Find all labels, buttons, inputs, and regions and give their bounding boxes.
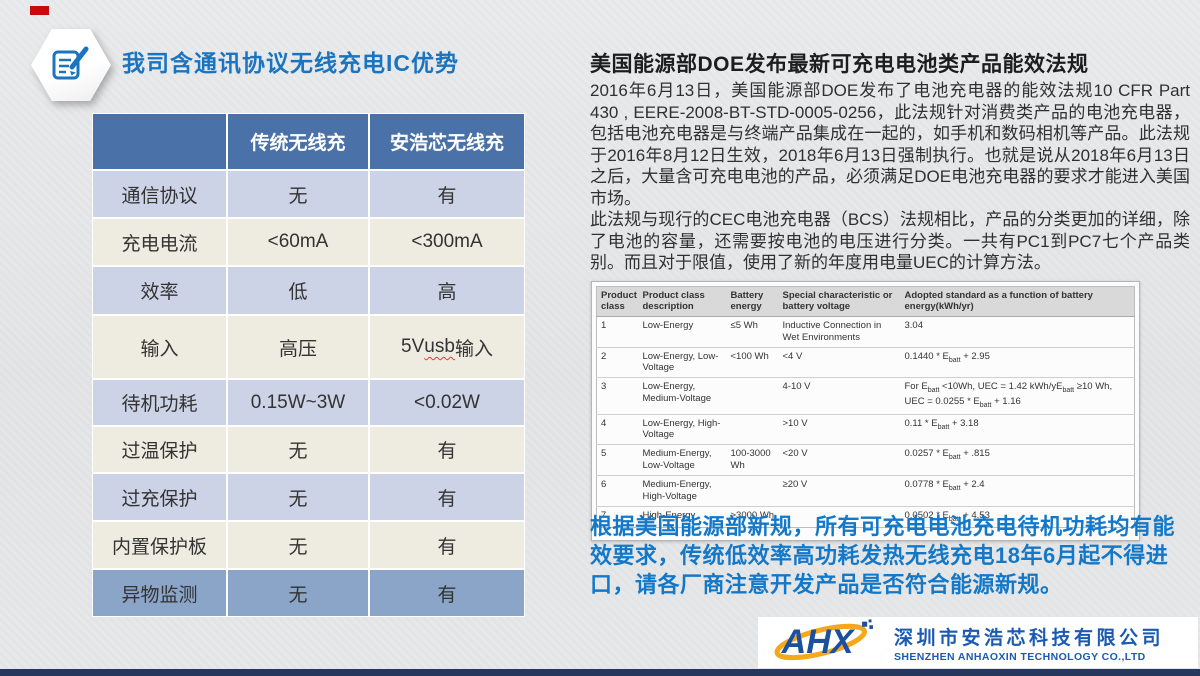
- cmp-row-label: 充电电流: [93, 219, 226, 265]
- cmp-cell-traditional: 高压: [228, 316, 368, 378]
- note-pencil-icon: [49, 41, 93, 90]
- doe-standards-panel: Product class Product class description Ba…: [591, 281, 1140, 542]
- std-cell: ≤5 Wh: [726, 315, 779, 348]
- company-name-block: 深圳市安浩芯科技有限公司 SHENZHEN ANHAOXIN TECHNOLOG…: [894, 623, 1164, 663]
- std-cell: 2: [596, 346, 639, 378]
- cmp-cell-traditional: 无: [228, 522, 368, 568]
- std-cell: Medium-Energy, High-Voltage: [638, 475, 727, 507]
- std-cell: Medium-Energy, Low-Voltage: [638, 444, 727, 476]
- company-logo-box: AHX 深圳市安浩芯科技有限公司 SHENZHEN ANHAOXIN TECHN…: [758, 617, 1198, 668]
- std-cell: >3000 Wh: [726, 505, 779, 528]
- std-cell: 4-10 V: [778, 377, 901, 415]
- cmp-row-label: 过温保护: [93, 427, 226, 472]
- std-table-row: 6 Medium-Energy, High-Voltage ≥20 V 0.0778 …: [596, 475, 1135, 507]
- std-cell: Low-Energy: [638, 315, 727, 348]
- std-cell: 0.0778 * Ebatt + 2.4: [900, 475, 1135, 507]
- ahx-logo-icon: AHX: [770, 618, 886, 668]
- std-cell: 0.1440 * Ebatt + 2.95: [900, 346, 1135, 378]
- import-notice: 根据美国能源部新规，所有可充电电池充电待机功耗均有能效要求，传统低效率高功耗发热…: [590, 514, 1176, 597]
- std-cell: 5: [596, 444, 639, 476]
- std-cell: >10 V: [778, 413, 901, 445]
- std-cell: ≥20 V: [778, 475, 901, 507]
- std-cell: <4 V: [778, 346, 901, 378]
- spellcheck-underline: usb: [424, 336, 455, 357]
- cmp-header-traditional: 传统无线充: [228, 114, 368, 169]
- std-cell: 1: [596, 315, 639, 348]
- std-cell: 6: [596, 475, 639, 507]
- std-cell: 3.04: [900, 315, 1135, 348]
- cmp-row-label: 过充保护: [93, 474, 226, 520]
- cmp-row-label: 异物监测: [93, 570, 226, 616]
- std-table-row: 2 Low-Energy, Low-Voltage <100 Wh <4 V 0.144…: [596, 346, 1135, 378]
- footer-bar: [0, 669, 1200, 676]
- std-col-header: Special characteristic or battery voltag…: [778, 286, 901, 317]
- page-title: 我司含通讯协议无线充电IC优势: [122, 50, 459, 76]
- std-table-row: 4 Low-Energy, High-Voltage >10 V 0.11 * Eba…: [596, 413, 1135, 445]
- std-col-header: Adopted standard as a function of batter…: [900, 286, 1135, 317]
- cmp-cell-anhaoxin: 高: [370, 267, 524, 314]
- std-cell: [778, 505, 901, 528]
- cmp-cell-anhaoxin: 有: [370, 171, 524, 217]
- cmp-row-label: 待机功耗: [93, 380, 226, 425]
- std-cell: 0.0502 * Ebatt + 4.53: [900, 505, 1135, 528]
- company-name-en: SHENZHEN ANHAOXIN TECHNOLOGY CO.,LTD: [894, 650, 1146, 663]
- cmp-header-anhaoxin: 安浩芯无线充: [370, 114, 524, 169]
- std-cell: 4: [596, 413, 639, 445]
- std-table-row: 5 Medium-Energy, Low-Voltage 100-3000 Wh <2…: [596, 444, 1135, 476]
- cmp-row-label: 输入: [93, 316, 226, 378]
- cmp-header-empty: [93, 114, 226, 169]
- cmp-cell-anhaoxin: 5V usb 输入: [370, 316, 524, 378]
- cmp-cell-anhaoxin: 有: [370, 570, 524, 616]
- company-name-cn: 深圳市安浩芯科技有限公司: [894, 627, 1165, 649]
- svg-text:AHX: AHX: [781, 622, 856, 660]
- std-cell: 3: [596, 377, 639, 415]
- cmp-row-label: 内置保护板: [93, 522, 226, 568]
- cmp-cell-traditional: 低: [228, 267, 368, 314]
- std-cell: 0.11 * Ebatt + 3.18: [900, 413, 1135, 445]
- comparison-table: 传统无线充 安浩芯无线充 通信协议无有充电电流 <60mA <300mA 效率低高输入…: [92, 113, 525, 617]
- std-col-header: Battery energy: [726, 286, 779, 317]
- cmp-cell-traditional: 无: [228, 427, 368, 472]
- red-accent-mark: [30, 6, 49, 15]
- cmp-cell-anhaoxin: <300mA: [370, 219, 524, 265]
- article-paragraph-1: 2016年6月13日，美国能源部DOE发布了电池充电器的能效法规10 CFR P…: [590, 81, 1190, 208]
- std-cell: High-Energy: [638, 505, 727, 528]
- std-col-header: Product class description: [638, 286, 727, 317]
- std-cell: <100 Wh: [726, 346, 779, 378]
- std-cell: For Ebatt <10Wh, UEC = 1.42 kWh/yEbatt ≥…: [900, 377, 1135, 415]
- hexagon-badge: [31, 29, 111, 101]
- cmp-cell-traditional: 0.15W~3W: [228, 380, 368, 425]
- doe-standards-table: Product class Product class description Ba…: [596, 286, 1135, 529]
- article-paragraph-2: 此法规与现行的CEC电池充电器（BCS）法规相比，产品的分类更加的详细，除了电池…: [590, 210, 1190, 272]
- cmp-cell-traditional: 无: [228, 171, 368, 217]
- cmp-cell-traditional: <60mA: [228, 219, 368, 265]
- std-cell: Low-Energy, High-Voltage: [638, 413, 727, 445]
- cmp-cell-anhaoxin: 有: [370, 427, 524, 472]
- std-cell: <20 V: [778, 444, 901, 476]
- std-cell: [726, 413, 779, 445]
- std-table-row: 1 Low-Energy ≤5 Wh Inductive Connection in …: [596, 315, 1135, 348]
- std-cell: 7: [596, 505, 639, 528]
- std-cell: 0.0257 * Ebatt + .815: [900, 444, 1135, 476]
- std-cell: [726, 475, 779, 507]
- std-cell: Inductive Connection in Wet Environments: [778, 315, 901, 348]
- std-col-header: Product class: [596, 286, 639, 317]
- std-cell: [726, 377, 779, 415]
- cmp-cell-anhaoxin: 有: [370, 522, 524, 568]
- std-cell: 100-3000 Wh: [726, 444, 779, 476]
- regulation-article: 美国能源部DOE发布最新可充电电池类产品能效法规 2016年6月13日，美国能源…: [590, 48, 1190, 274]
- cmp-cell-traditional: 无: [228, 570, 368, 616]
- cmp-row-label: 效率: [93, 267, 226, 314]
- std-table-row: 3 Low-Energy, Medium-Voltage 4-10 V For Eba…: [596, 377, 1135, 415]
- title-badge: [31, 25, 111, 105]
- cmp-cell-traditional: 无: [228, 474, 368, 520]
- cmp-cell-anhaoxin: <0.02W: [370, 380, 524, 425]
- std-cell: Low-Energy, Medium-Voltage: [638, 377, 727, 415]
- std-cell: Low-Energy, Low-Voltage: [638, 346, 727, 378]
- cmp-cell-anhaoxin: 有: [370, 474, 524, 520]
- std-table-row: 7 High-Energy >3000 Wh 0.0502 * Ebatt + 4.5…: [596, 505, 1135, 528]
- article-heading: 美国能源部DOE发布最新可充电电池类产品能效法规: [590, 53, 1089, 76]
- cmp-row-label: 通信协议: [93, 171, 226, 217]
